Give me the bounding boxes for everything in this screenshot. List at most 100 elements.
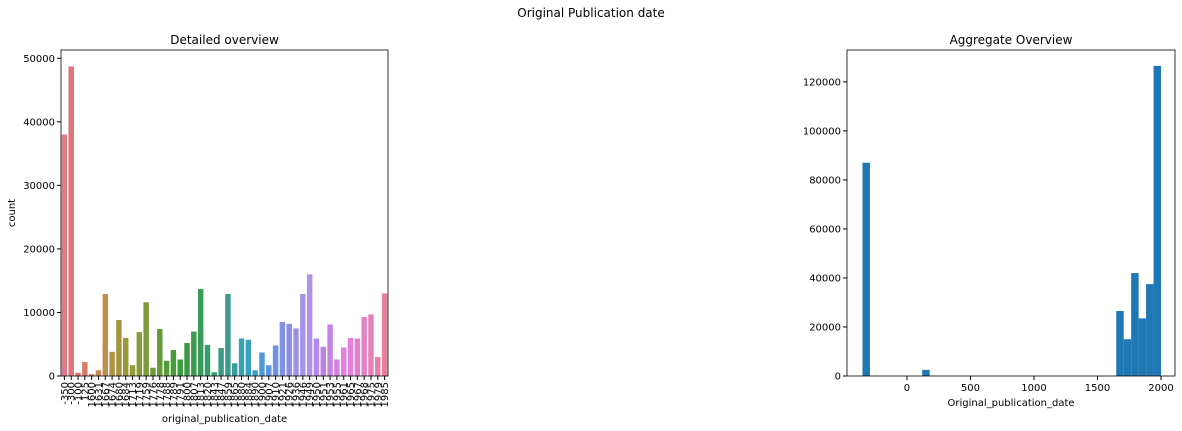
x-tick-label: 1813: [196, 382, 207, 407]
bar: [191, 331, 197, 376]
x-tick-label: 1890: [251, 382, 262, 407]
bar: [279, 321, 286, 376]
x-tick-label: 1926: [285, 382, 296, 407]
x-tick-label: 1961: [339, 382, 350, 407]
bar: [327, 324, 333, 376]
bar: [225, 294, 231, 376]
x-tick-label: 1900: [257, 382, 268, 407]
y-tick-label: 20000: [23, 244, 55, 255]
x-tick-label: 1968: [360, 382, 371, 407]
bar: [143, 302, 149, 376]
x-tick-label: 1946: [298, 382, 309, 407]
x-tick-label: 1979: [373, 382, 384, 407]
bar: [320, 346, 327, 376]
x-tick-label: 2000: [1148, 383, 1173, 394]
bar: [122, 337, 129, 376]
bar: [347, 337, 354, 376]
x-tick-label: 500: [961, 383, 980, 394]
y-tick-label: 0: [835, 372, 841, 383]
y-tick-label: 120000: [803, 77, 841, 88]
bar: [354, 338, 361, 376]
bar: [306, 274, 313, 376]
y-tick-label: 60000: [809, 224, 841, 235]
x-tick-label: 1674: [108, 382, 119, 407]
x-tick-label: 1667: [101, 382, 112, 407]
axes-title: Detailed overview: [170, 33, 279, 47]
bar: [266, 365, 272, 376]
bar: [300, 294, 306, 376]
x-axis-label: original_publication_date: [162, 414, 287, 425]
x-tick-label: 1910: [271, 382, 282, 407]
x-tick-label: 1880: [237, 382, 248, 407]
histogram-bar: [922, 369, 930, 376]
axes-frame: [846, 49, 1176, 377]
y-axis-label: count: [7, 199, 18, 227]
x-tick-label: 1807: [189, 382, 200, 407]
x-tick-label: 1907: [264, 382, 275, 407]
x-tick-label: 1680: [114, 382, 125, 407]
bar: [150, 367, 156, 376]
x-tick-label: 1884: [244, 382, 255, 407]
bar: [245, 339, 252, 376]
x-tick-label: 1847: [217, 382, 228, 407]
bar: [129, 365, 136, 376]
histogram-bar: [1138, 318, 1147, 376]
y-tick-label: 50000: [23, 54, 55, 65]
bar: [170, 349, 177, 376]
bar: [238, 338, 245, 376]
y-tick-label: 80000: [809, 175, 841, 186]
bar: [82, 362, 88, 376]
x-tick-label: 1975: [366, 382, 377, 407]
x-tick-label: -100: [74, 382, 85, 405]
bar: [68, 66, 74, 377]
x-tick-label: 1631: [94, 382, 105, 407]
x-tick-label: 1500: [1085, 383, 1110, 394]
bar: [293, 328, 299, 376]
x-tick-label: 1967: [353, 382, 364, 407]
bar: [88, 374, 95, 376]
bar: [157, 328, 163, 376]
bar: [313, 338, 320, 376]
bar: [75, 372, 81, 376]
x-tick-label: 1713: [128, 382, 139, 407]
bar: [61, 134, 68, 376]
x-tick-label: 1600: [87, 382, 98, 407]
bar: [95, 370, 102, 376]
y-tick-label: 30000: [23, 181, 55, 192]
bar: [381, 293, 388, 376]
x-tick-label: 1820: [203, 382, 214, 407]
bar: [109, 351, 115, 376]
y-tick-label: 10000: [23, 308, 55, 319]
histogram-bar: [1153, 65, 1162, 377]
x-tick-label: 1776: [148, 382, 159, 407]
figure-title: Original Publication date: [517, 6, 665, 20]
x-tick-label: 1843: [210, 382, 221, 407]
x-tick-label: 1921: [278, 382, 289, 407]
bar: [136, 332, 143, 376]
x-tick-label: 1789: [169, 382, 180, 407]
x-tick-label: 1684: [121, 382, 132, 407]
bar: [259, 352, 265, 376]
bar: [218, 348, 224, 376]
bar: [177, 359, 183, 376]
x-axis-label: Original_publication_date: [947, 398, 1074, 409]
x-tick-label: 1800: [183, 382, 194, 407]
bar: [102, 294, 109, 376]
bar: [252, 370, 258, 376]
bar: [163, 360, 170, 376]
x-tick-label: 1791: [176, 382, 187, 407]
x-tick-label: 1936: [292, 382, 303, 407]
x-tick-label: 1859: [223, 382, 234, 407]
bar: [204, 344, 211, 376]
bar: [334, 359, 340, 376]
x-tick-label: -300: [67, 382, 78, 405]
x-tick-label: 1865: [230, 382, 241, 407]
x-tick-label: 1951: [319, 382, 330, 407]
x-tick-label: 1000: [1021, 383, 1046, 394]
bar: [184, 342, 190, 376]
axes-frame: [60, 49, 389, 377]
y-tick-label: 0: [49, 372, 55, 383]
histogram-bar: [1123, 339, 1132, 376]
x-tick-label: -350: [60, 382, 71, 405]
